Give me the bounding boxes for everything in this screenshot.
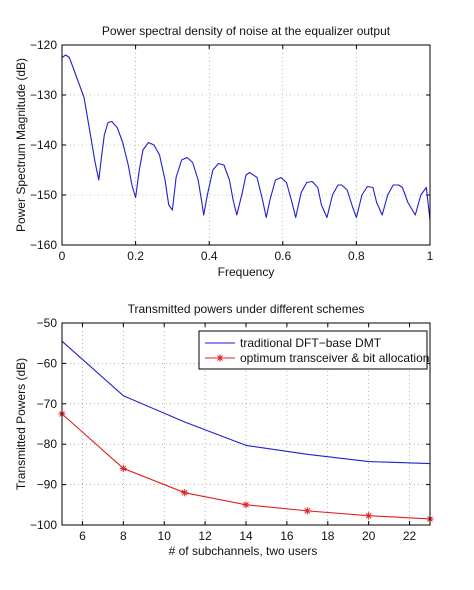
series-line-0 — [61, 340, 431, 465]
x-tick-label: 14 — [239, 529, 253, 543]
legend-star-icon — [216, 354, 224, 362]
data-point-marker — [242, 501, 250, 509]
x-tick-label: 0.8 — [348, 249, 365, 263]
x-tick-label: 0 — [59, 249, 66, 263]
y-tick-label: −60 — [37, 356, 58, 370]
y-tick-label: −70 — [37, 397, 58, 411]
y-tick-label: −150 — [30, 188, 57, 202]
power-chart-title: Transmitted powers under different schem… — [128, 302, 365, 316]
y-tick-label: −50 — [37, 316, 58, 330]
psd-chart-ticks: 0 0.2 0.4 0.6 0.8 1 −160 −150 −140 −130 −120 — [30, 38, 434, 263]
legend-marker-star-icon — [216, 354, 224, 362]
psd-chart-grid — [62, 45, 430, 245]
psd-chart-xlabel: Frequency — [218, 265, 275, 279]
x-tick-label: 1 — [427, 249, 434, 263]
data-point-marker — [303, 507, 311, 515]
psd-chart: Power spectral density of noise at the e… — [14, 24, 434, 279]
psd-chart-frame — [61, 44, 431, 246]
x-tick-label: 0.6 — [274, 249, 291, 263]
data-point-marker — [365, 512, 373, 520]
power-chart-ticks: 6 8 10 12 14 16 18 20 22 −100 −90 −80 −70 −60 −50 — [30, 316, 430, 543]
y-tick-label: −140 — [30, 138, 57, 152]
x-tick-label: 10 — [158, 529, 172, 543]
x-tick-label: 0.4 — [201, 249, 218, 263]
x-tick-label: 18 — [321, 529, 335, 543]
x-tick-label: 0.2 — [127, 249, 144, 263]
power-chart-frame — [61, 322, 431, 526]
x-tick-label: 20 — [362, 529, 376, 543]
y-tick-label: −100 — [30, 518, 57, 532]
power-chart-xlabel: # of subchannels, two users — [169, 544, 318, 558]
y-tick-label: −120 — [30, 38, 57, 52]
y-tick-label: −80 — [37, 437, 58, 451]
power-chart-legend: traditional DFT−base DMT optimum transce… — [198, 330, 429, 370]
data-point-marker — [181, 489, 189, 497]
series-line-0 — [61, 54, 431, 221]
data-point-marker — [119, 464, 127, 473]
x-tick-label: 6 — [79, 529, 86, 543]
psd-chart-title: Power spectral density of noise at the e… — [102, 24, 391, 38]
x-tick-label: 12 — [198, 529, 212, 543]
x-tick-label: 8 — [120, 529, 127, 543]
y-tick-label: −160 — [30, 238, 57, 252]
psd-chart-series — [61, 54, 431, 221]
power-chart: Transmitted powers under different schem… — [14, 302, 434, 558]
legend-label-dft: traditional DFT−base DMT — [240, 336, 382, 350]
x-tick-label: 22 — [403, 529, 417, 543]
legend-label-optimum: optimum transceiver & bit allocation — [240, 351, 429, 365]
legend-box — [198, 330, 428, 370]
x-tick-label: 16 — [280, 529, 294, 543]
psd-chart-ylabel: Power Spectrum Magnitude (dB) — [14, 58, 28, 232]
power-chart-ylabel: Transmitted Powers (dB) — [14, 358, 28, 490]
y-tick-label: −130 — [30, 88, 57, 102]
y-tick-label: −90 — [37, 478, 58, 492]
